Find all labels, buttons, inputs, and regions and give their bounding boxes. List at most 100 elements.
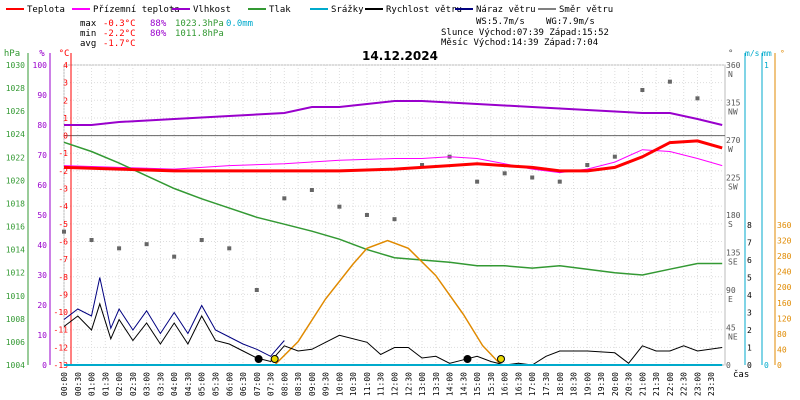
x-tick-label: 11:00 [363,372,372,396]
wind-tick-label: 1 [747,344,752,353]
x-tick-label: 13:30 [432,372,441,396]
stat-min-press: 1011.8hPa [175,29,224,39]
wind-direction-point [695,96,700,101]
temperature-tick-label: -11 [54,326,69,335]
temperature-unit-label: °C [59,49,70,59]
sun-tick-label: 40 [777,345,787,354]
wind-gust-line [63,277,285,357]
temperature-tick-label: 4 [63,61,68,70]
direction-tick-label: 315 [726,99,741,108]
compass-label: N [728,70,733,79]
direction-tick-label: 0 [726,361,731,370]
compass-label: SW [728,183,738,192]
compass-label: E [728,295,733,304]
stat-ws: WS:5.7m/s [476,17,525,27]
wind-direction-point [254,288,259,292]
stat-min-temp: -2.2°C [103,29,136,39]
pressure-tick-label: 1012 [6,269,25,278]
x-tick-label: 01:00 [88,372,97,396]
wind-direction-point [62,229,66,234]
pressure-tick-label: 1008 [6,315,25,324]
sun-tick-label: 80 [777,330,787,339]
legend-label: Rychlost větru [386,5,462,15]
temperature-tick-label: -6 [58,237,68,246]
temperature-tick-label: 1 [63,114,68,123]
x-tick-label: 20:00 [611,372,620,396]
x-tick-label: 05:30 [211,372,220,396]
moonset-marker [254,355,263,363]
wind-tick-label: 2 [747,326,752,335]
sunset-marker [496,355,505,363]
wind-direction-point [309,188,314,192]
stat-avg-label: avg [80,39,96,49]
humidity-tick-label: 70 [37,151,47,160]
sun-unit-label: ° [780,49,785,58]
wind-direction-point [199,238,204,242]
stat-moon: Měsíc Východ:14:39 Západ:7:04 [441,38,598,48]
temperature-tick-label: -5 [58,220,68,229]
compass-label: NW [728,108,738,117]
x-tick-label: 20:30 [625,372,634,396]
pressure-tick-label: 1006 [6,338,25,347]
x-tick-label: 15:30 [487,372,496,396]
stat-max-temp: -0.3°C [103,19,136,29]
direction-tick-label: 180 [726,211,741,220]
temperature-tick-label: -1 [58,149,68,158]
x-tick-label: 23:00 [693,372,702,396]
wind-tick-label: 8 [747,221,752,230]
compass-label: NE [728,333,738,342]
stat-max-rain: 0.0mm [226,19,253,29]
moonrise-marker [463,355,472,363]
wind-direction-point [475,179,480,184]
sun-tick-label: 280 [777,252,792,261]
temperature-tick-label: 0 [63,132,68,141]
pressure-tick-label: 1014 [6,246,25,255]
x-axis-label: čas [733,369,749,380]
pressure-tick-label: 1022 [6,153,25,162]
stat-max-hum: 88% [150,19,167,29]
humidity-tick-label: 10 [37,331,47,340]
wind-direction-point [640,88,645,92]
axes: 00:00 00:30 01:00 01:30 02:00 02:30 03:00 03:30… [4,49,792,396]
rain-unit-label: mm [762,49,772,58]
temperature-line [63,139,723,173]
wind-direction-point [530,175,535,180]
wind-direction-point [337,204,342,209]
wind-tick-label: 5 [747,274,752,283]
x-tick-label: 14:00 [446,372,455,396]
humidity-tick-label: 90 [37,91,47,100]
wind-direction-point [364,213,369,217]
x-tick-label: 06:00 [225,372,234,396]
x-tick-label: 02:00 [115,372,124,396]
wind-direction-point [392,217,397,222]
sun-tick-label: 240 [777,268,792,277]
temperature-tick-label: -9 [58,290,68,299]
wind-tick-label: 4 [747,291,752,300]
x-tick-label: 03:30 [156,372,165,396]
sun-tick-label: 160 [777,299,792,308]
stat-wg: WG:7.9m/s [546,17,595,27]
temperature-tick-label: 3 [63,79,68,88]
x-tick-label: 11:30 [377,372,386,396]
plot-area [62,79,723,366]
direction-tick-label: 360 [726,61,741,70]
pressure-unit-label: hPa [4,49,20,59]
temperature-tick-label: -3 [58,185,68,194]
compass-label: S [728,220,733,229]
stat-min-hum: 80% [150,29,167,39]
x-tick-label: 22:00 [666,372,675,396]
rain-tick-label: 0 [764,361,769,370]
x-tick-label: 05:00 [198,372,207,396]
humidity-tick-label: 0 [42,361,47,370]
direction-tick-label: 225 [726,174,741,183]
direction-tick-label: 45 [726,324,736,333]
x-tick-label: 04:30 [184,372,193,396]
x-tick-label: 01:30 [101,372,110,396]
pressure-tick-label: 1010 [6,292,25,301]
wind-direction-point [89,238,94,242]
pressure-tick-label: 1020 [6,176,25,185]
stat-avg-temp: -1.7°C [103,39,136,49]
pressure-line [63,141,723,276]
legend-label: Směr větru [559,5,613,15]
